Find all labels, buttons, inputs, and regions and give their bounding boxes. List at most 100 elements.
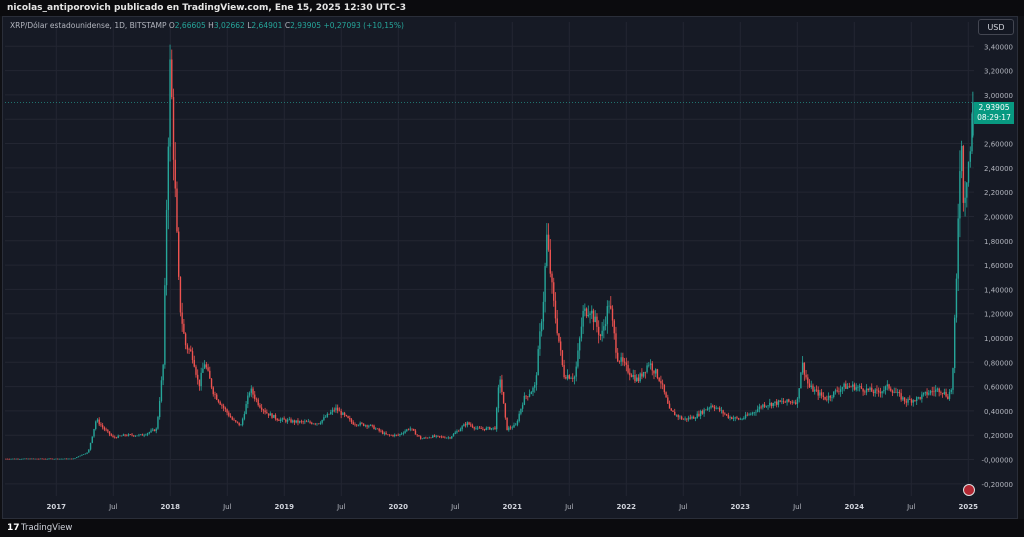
candle-body [190,349,192,352]
candle-body [812,385,814,392]
x-tick-label: 2020 [389,503,409,511]
candle-body [962,145,965,203]
y-tick-label: 2,40000 [984,165,1013,173]
candle-body [559,341,562,351]
candle-body [853,384,856,390]
candle-body [399,434,401,436]
candle-body [542,301,545,322]
candle-body [674,411,676,416]
candle-body [209,370,211,379]
last-candle-body [972,102,974,136]
candle-body [496,408,498,430]
candle-body [926,391,928,395]
candle-body [948,391,951,399]
candle-body [171,59,173,98]
candle-body [423,437,425,439]
candle-body [703,409,705,414]
candle-body [385,432,387,435]
candle-body [157,416,159,429]
candle-body [364,425,367,426]
candle-body [720,410,723,411]
candle-body [252,388,254,395]
candle-body [539,331,541,350]
candle-body [629,372,631,376]
candle-body [197,374,199,380]
candle-body [77,456,80,458]
candle-body [781,401,783,402]
candle-body [684,418,686,420]
candle-body [618,361,621,362]
candle-body [860,386,863,389]
candle-body [266,412,268,414]
candle-body [179,276,182,313]
candle-body [103,427,106,430]
candle-body [869,387,871,390]
tradingview-brand[interactable]: TradingView [21,523,73,533]
candle-body [525,395,527,397]
candle-body [432,435,434,438]
candle-body [817,389,819,396]
candle-body [101,425,104,428]
y-tick-label: 3,00000 [984,92,1013,100]
candle-body [900,393,902,400]
candle-body [471,425,474,428]
candle-body [145,434,147,436]
price-chart[interactable]: 3,400003,200003,000002,800002,600002,400… [2,16,1018,519]
x-tick-label: Jul [564,503,574,511]
candle-body [905,401,908,403]
event-flag-icon[interactable] [963,484,975,496]
candle-body [378,428,380,431]
y-tick-label: 2,20000 [984,189,1013,197]
candle-body [502,391,505,404]
candle-body [13,458,16,460]
footer-bar: 17 TradingView [0,519,1024,537]
candle-body [233,419,235,421]
candle-body [786,399,788,403]
x-tick-label: 2025 [959,503,979,511]
candle-body [376,428,379,430]
candle-body [658,378,660,381]
candle-body [169,59,171,147]
candle-body [150,430,152,433]
candle-body [298,421,301,423]
candle-body [553,282,555,301]
candle-body [48,458,50,460]
candle-body [670,408,672,411]
candle-body [895,392,897,393]
candle-body [58,458,61,460]
candle-body [822,395,825,397]
candle-body [563,365,565,378]
candle-body [224,407,227,410]
candle-body [330,412,332,415]
candle-body [86,452,88,454]
candle-body [489,427,491,430]
candle-body [867,388,869,390]
candle-body [891,390,894,393]
currency-button[interactable]: USD [978,19,1014,35]
candle-body [506,417,508,431]
candle-body [699,410,702,416]
candle-body [454,432,456,434]
candle-body [694,418,697,419]
candle-body [5,458,7,460]
candle-body [416,434,418,436]
candle-body [435,435,437,437]
candle-body [921,394,923,399]
candle-body [570,378,572,379]
candle-body [914,400,916,402]
y-tick-label: 0,40000 [984,408,1013,416]
candle-body [755,411,757,413]
candle-body [718,407,721,411]
candle-body [732,418,735,419]
candle-body [245,404,247,415]
candle-body [760,406,762,408]
candle-body [530,391,532,395]
tradingview-logo-icon[interactable]: 17 [7,523,20,533]
candle-body [269,413,271,416]
candle-body [131,434,133,436]
candle-body [437,435,439,437]
candle-body [803,362,806,375]
candle-body [971,113,973,152]
candle-body [634,374,636,382]
candle-body [907,398,909,403]
